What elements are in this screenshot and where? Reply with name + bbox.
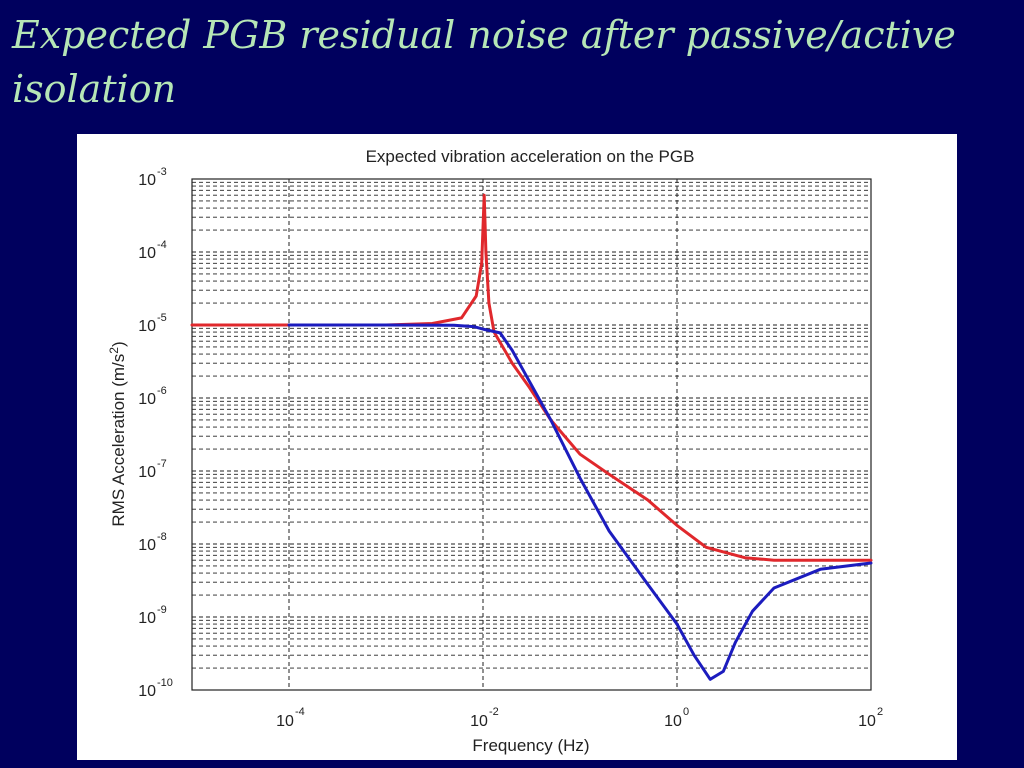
y-tick-label: 10 -3 <box>138 166 167 189</box>
y-tick-label: 10 -9 <box>138 604 167 627</box>
x-tick-label: 102 <box>858 706 883 730</box>
y-tick-label: 10 -4 <box>138 239 167 262</box>
y-tick-base: 10 <box>138 318 156 335</box>
y-tick-exponent: -4 <box>157 239 167 251</box>
plot-frame <box>191 178 872 691</box>
series-lines <box>190 193 873 681</box>
y-axis-label: RMS Acceleration (m/s2) <box>107 341 128 526</box>
y-tick-exponent: -10 <box>157 677 173 689</box>
x-tick-label: 10-2 <box>470 706 499 730</box>
vibration-chart: Expected vibration acceleration on the P… <box>107 147 883 755</box>
slide-title: Expected PGB residual noise after passiv… <box>12 13 956 111</box>
x-tick-base: 10 <box>276 713 294 730</box>
y-tick-labels: 10-310-410-510-610-710-810-910-10 <box>138 166 173 700</box>
series-line-2 <box>287 323 873 681</box>
x-tick-exponent: 2 <box>877 706 883 718</box>
y-tick-base: 10 <box>138 464 156 481</box>
y-tick-label: 10 -6 <box>138 385 167 408</box>
chart-title: Expected vibration acceleration on the P… <box>366 147 695 166</box>
x-tick-exponent: -2 <box>489 706 499 718</box>
y-tick-base: 10 <box>138 245 156 262</box>
x-tick-label: 100 <box>664 706 689 730</box>
x-tick-exponent: -4 <box>295 706 305 718</box>
figure-panel: Expected vibration acceleration on the P… <box>77 134 957 760</box>
y-tick-base: 10 <box>138 172 156 189</box>
y-tick-label: 10 -8 <box>138 531 167 554</box>
y-tick-label: 10 -10 <box>138 677 173 700</box>
grid-lines <box>192 179 872 691</box>
y-tick-label: 10 -5 <box>138 312 167 335</box>
x-tick-exponent: 0 <box>683 706 689 718</box>
y-tick-base: 10 <box>138 537 156 554</box>
y-tick-label: 10 -7 <box>138 458 167 481</box>
x-tick-base: 10 <box>470 713 488 730</box>
x-tick-base: 10 <box>858 713 876 730</box>
y-tick-exponent: -6 <box>157 385 167 397</box>
x-axis-label: Frequency (Hz) <box>472 736 589 755</box>
y-tick-base: 10 <box>138 610 156 627</box>
y-tick-exponent: -3 <box>157 166 167 178</box>
series-line-1 <box>190 193 873 562</box>
y-tick-exponent: -7 <box>157 458 167 470</box>
y-tick-base: 10 <box>138 391 156 408</box>
y-tick-exponent: -5 <box>157 312 167 324</box>
y-tick-exponent: -8 <box>157 531 167 543</box>
y-tick-exponent: -9 <box>157 604 167 616</box>
y-tick-base: 10 <box>138 683 156 700</box>
x-tick-label: 10-4 <box>276 706 305 730</box>
x-tick-base: 10 <box>664 713 682 730</box>
